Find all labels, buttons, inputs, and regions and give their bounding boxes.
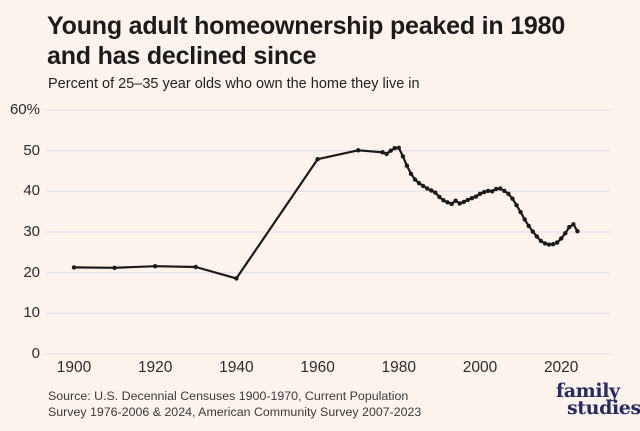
data-point [542,241,548,246]
gridlines [46,109,610,355]
data-point [461,199,466,205]
y-tick-label: 40 [23,182,40,200]
x-tick-label: 1960 [300,359,335,376]
data-point [315,157,320,162]
data-point [388,148,393,153]
y-tick-label: 50 [23,141,40,159]
source-note: Source: U.S. Decennial Censuses 1900-197… [48,388,421,421]
data-point [153,264,158,269]
data-point [433,190,438,195]
data-point [421,183,426,189]
data-point [481,189,487,195]
data-point [380,150,385,155]
data-point [473,194,479,199]
data-point [465,197,470,203]
logo-word-studies: studies [567,397,640,420]
data-point [518,209,523,215]
data-point [396,145,401,150]
data-point [514,203,519,208]
y-tick-label: 20 [23,263,40,281]
data-point [526,223,531,229]
data-point [404,163,410,168]
data-point [506,191,511,196]
data-point [494,186,499,192]
data-point [530,229,535,234]
data-point [193,264,198,270]
data-point [502,188,507,194]
data-point [71,265,77,270]
logo-word-family: family [556,380,620,402]
data-point [449,201,454,207]
data-point [412,177,418,182]
data-point [425,186,430,191]
chart-title: Young adult homeownership peaked in 1980… [47,11,565,71]
y-tick-label: 30 [23,223,40,240]
x-tick-label: 1940 [219,359,254,376]
data-point [567,224,572,230]
data-point [416,181,422,186]
data-point [384,151,389,157]
x-tick-label: 1920 [137,359,173,376]
x-tick-label: 2020 [543,359,579,376]
data-point [408,171,414,176]
data-point [554,240,560,245]
data-point [485,188,491,194]
data-point-markers [71,145,580,281]
y-tick-label: 60% [9,101,40,118]
y-tick-label: 10 [23,304,40,322]
data-point [575,229,580,234]
data-point [457,201,462,206]
x-tick-label: 1900 [56,359,92,376]
data-point [392,146,397,151]
data-point [477,191,483,196]
data-point [453,198,458,203]
data-point [563,231,568,236]
data-point [356,148,361,153]
y-tick-label: 0 [31,345,40,362]
data-point [538,238,544,244]
data-line [72,146,579,280]
data-point [510,196,515,201]
chart-subtitle: Percent of 25–35 year olds who own the h… [48,76,420,92]
x-tick-label: 1980 [381,359,417,376]
data-point [441,198,446,203]
data-point [546,242,552,247]
data-point [400,154,406,159]
x-tick-label: 2000 [462,359,498,376]
data-point [571,222,576,227]
data-point [469,196,475,201]
family-studies-logo: family studies [556,380,640,420]
source-note-line1: Source: U.S. Decennial Censuses 1900-197… [48,389,409,403]
data-point [437,194,442,200]
data-point [490,189,495,194]
chart-title-line1: Young adult homeownership peaked in 1980 [47,12,566,40]
data-point [559,236,564,241]
chart-title-line2: and has declined since [47,42,317,70]
data-point [522,217,527,222]
data-point [534,234,539,239]
data-point [429,188,434,193]
data-point [234,276,239,281]
data-point [550,242,556,247]
data-point [445,200,450,205]
source-note-line2: Survey 1976-2006 & 2024, American Commun… [48,405,422,420]
data-point [112,265,117,270]
data-point [498,186,503,191]
